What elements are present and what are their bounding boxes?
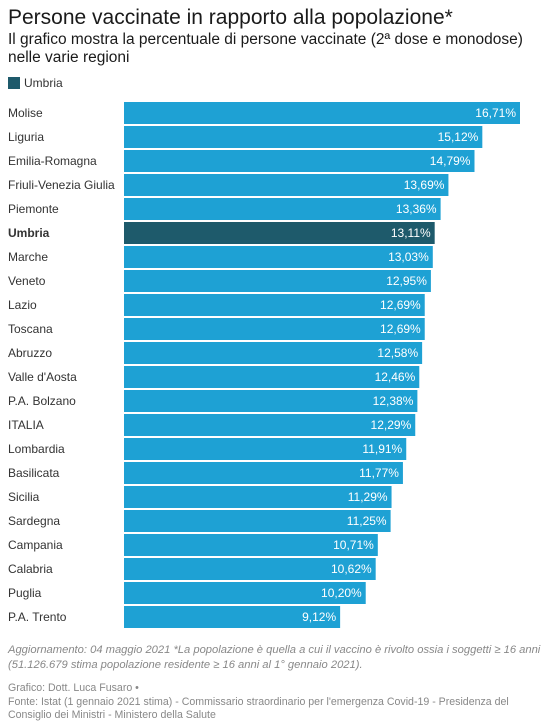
category-label: Umbria <box>8 226 50 240</box>
value-label: 12,69% <box>380 322 421 336</box>
category-label: Abruzzo <box>8 346 52 360</box>
category-label: Lazio <box>8 298 37 312</box>
category-label: Basilicata <box>8 466 60 480</box>
footnote: Aggiornamento: 04 maggio 2021 *La popola… <box>8 644 541 671</box>
value-label: 11,77% <box>359 466 399 480</box>
category-label: Toscana <box>8 322 53 336</box>
category-label: Emilia-Romagna <box>8 154 97 168</box>
bar <box>124 270 431 292</box>
chart-subtitle: Il grafico mostra la percentuale di pers… <box>8 31 523 66</box>
bar <box>124 126 483 148</box>
value-label: 12,46% <box>375 370 416 384</box>
category-label: Campania <box>8 538 63 552</box>
value-label: 12,69% <box>380 298 421 312</box>
legend-label: Umbria <box>24 76 63 90</box>
value-label: 11,29% <box>348 490 388 504</box>
category-label: Sardegna <box>8 514 60 528</box>
value-label: 16,71% <box>475 106 516 120</box>
value-label: 10,62% <box>331 562 372 576</box>
legend-swatch <box>8 77 20 89</box>
bar <box>124 438 407 460</box>
bar <box>124 462 403 484</box>
bar <box>124 510 391 532</box>
category-label: Veneto <box>8 274 46 288</box>
bar <box>124 366 420 388</box>
value-label: 11,25% <box>347 514 387 528</box>
bar <box>124 582 366 604</box>
value-label: 12,38% <box>373 394 414 408</box>
credits: Grafico: Dott. Luca Fusaro • Fonte: Ista… <box>8 682 548 723</box>
value-label: 14,79% <box>430 154 471 168</box>
chart-credit: Grafico: Dott. Luca Fusaro • <box>8 682 139 694</box>
value-label: 12,29% <box>371 418 412 432</box>
bar <box>124 174 449 196</box>
bar <box>124 558 376 580</box>
category-label: Calabria <box>8 562 53 576</box>
category-label: Marche <box>8 250 48 264</box>
bar <box>124 222 435 244</box>
value-label: 13,11% <box>391 226 431 240</box>
value-label: 9,12% <box>302 610 336 624</box>
value-label: 11,91% <box>362 442 402 456</box>
category-label: P.A. Bolzano <box>8 394 76 408</box>
value-label: 15,12% <box>438 130 479 144</box>
category-label: Piemonte <box>8 202 59 216</box>
category-label: Sicilia <box>8 490 40 504</box>
bar <box>124 606 341 628</box>
bar <box>124 414 416 436</box>
category-label: P.A. Trento <box>8 610 67 624</box>
chart-title: Persone vaccinate in rapporto alla popol… <box>8 6 453 29</box>
value-label: 10,71% <box>333 538 374 552</box>
bar <box>124 342 423 364</box>
bar <box>124 534 378 556</box>
category-label: Friuli-Venezia Giulia <box>8 178 115 192</box>
bar <box>124 318 425 340</box>
category-label: Lombardia <box>8 442 65 456</box>
value-label: 13,36% <box>396 202 437 216</box>
bar <box>124 246 433 268</box>
value-label: 13,69% <box>404 178 445 192</box>
value-label: 13,03% <box>388 250 429 264</box>
bar <box>124 390 418 412</box>
legend: Umbria <box>8 76 63 90</box>
bar <box>124 150 475 172</box>
category-label: Puglia <box>8 586 42 600</box>
bar <box>124 198 441 220</box>
bar-chart: Molise 16,71% Liguria 15,12% Emilia-Romagna 1… <box>8 102 520 628</box>
value-label: 10,20% <box>321 586 362 600</box>
data-source: Fonte: Istat (1 gennaio 2021 stima) - Co… <box>8 695 509 722</box>
bar <box>124 294 425 316</box>
category-label: Valle d'Aosta <box>8 370 77 384</box>
category-label: ITALIA <box>8 418 44 432</box>
bar <box>124 102 520 124</box>
category-label: Molise <box>8 106 43 120</box>
bar <box>124 486 392 508</box>
value-label: 12,58% <box>377 346 418 360</box>
category-label: Liguria <box>8 130 44 144</box>
value-label: 12,95% <box>386 274 427 288</box>
